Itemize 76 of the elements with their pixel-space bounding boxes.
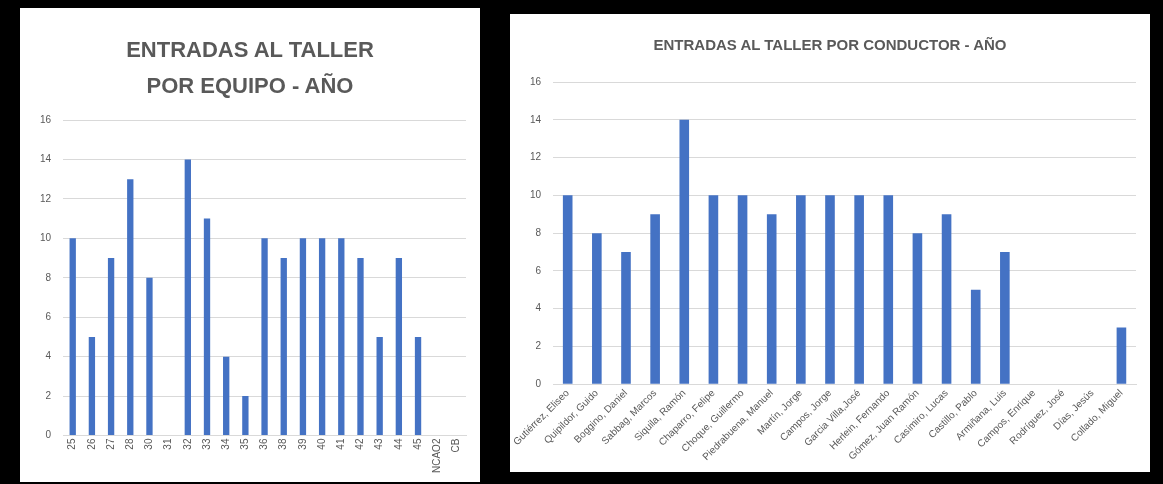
x-tick-label: 35 [239,438,251,450]
y-tick-label: 12 [40,192,52,204]
bar [708,195,719,384]
bar [357,258,364,436]
bar [650,214,660,384]
x-tick-label: 32 [181,438,193,450]
y-tick-label: 0 [45,429,52,441]
y-tick-label: 6 [45,310,52,322]
bar [796,195,806,384]
bar [970,289,981,384]
bar [912,233,923,384]
x-tick-label: 38 [277,438,289,450]
bar [679,119,690,384]
bar [737,195,748,384]
bar [395,258,403,436]
x-tick-label: 41 [335,438,347,450]
bar [766,214,777,384]
bar [88,336,96,436]
x-tick-label: 44 [392,438,404,450]
bar [184,159,191,436]
x-tick-label: 40 [315,438,327,450]
bar [562,195,573,384]
bar [883,195,894,384]
x-tick-label: 42 [354,438,366,450]
y-tick-label: 4 [535,302,542,314]
bar [414,336,422,436]
x-tick-label: 45 [411,438,423,450]
bar [242,396,249,436]
bar [318,238,326,436]
x-tick-label: CB [450,438,462,453]
x-tick-label: 28 [124,438,136,450]
bar [376,336,383,436]
bar [107,258,115,436]
y-tick-label: 2 [535,340,542,352]
x-tick-label: 33 [200,438,212,450]
x-tick-label: 26 [85,438,97,450]
y-tick-label: 16 [530,75,542,87]
y-tick-label: 2 [45,389,52,401]
bar [69,238,76,436]
bar [621,252,631,384]
bar [146,277,153,436]
x-tick-label: 34 [219,438,231,450]
bar [127,179,134,436]
bar [261,238,268,436]
y-tick-label: 8 [45,271,52,283]
bar [338,238,345,436]
y-tick-label: 16 [40,113,52,125]
bar [1116,327,1127,384]
bar [592,233,602,384]
y-tick-label: 6 [535,264,542,276]
bar [299,238,307,436]
bar [280,258,287,436]
y-tick-label: 8 [535,226,542,238]
x-tick-label: 27 [104,438,116,450]
x-tick-label: 36 [258,438,270,450]
x-tick-label: 25 [66,438,78,450]
y-tick-label: 14 [530,113,542,125]
chart-title: ENTRADAS AL TALLER POR EQUIPO - AÑO [125,36,375,100]
chart-title: ENTRADAS AL TALLER POR CONDUCTOR - AÑO [652,36,1008,53]
bar [825,195,835,384]
x-tick-label: 30 [143,438,155,450]
bar [223,356,230,436]
y-tick-label: 0 [535,378,542,390]
y-tick-label: 10 [530,189,542,201]
y-tick-label: 14 [40,153,52,165]
x-tick-label: NCAO2 [430,438,442,473]
y-tick-label: 10 [40,232,52,244]
bar [941,214,952,384]
x-tick-label: 43 [373,438,385,450]
bar [203,218,211,436]
y-tick-label: 4 [45,350,52,362]
x-tick-label: 39 [296,438,308,450]
y-tick-label: 12 [530,151,542,163]
x-tick-label: 31 [162,438,174,450]
bar [1000,252,1010,384]
bar [854,195,864,384]
